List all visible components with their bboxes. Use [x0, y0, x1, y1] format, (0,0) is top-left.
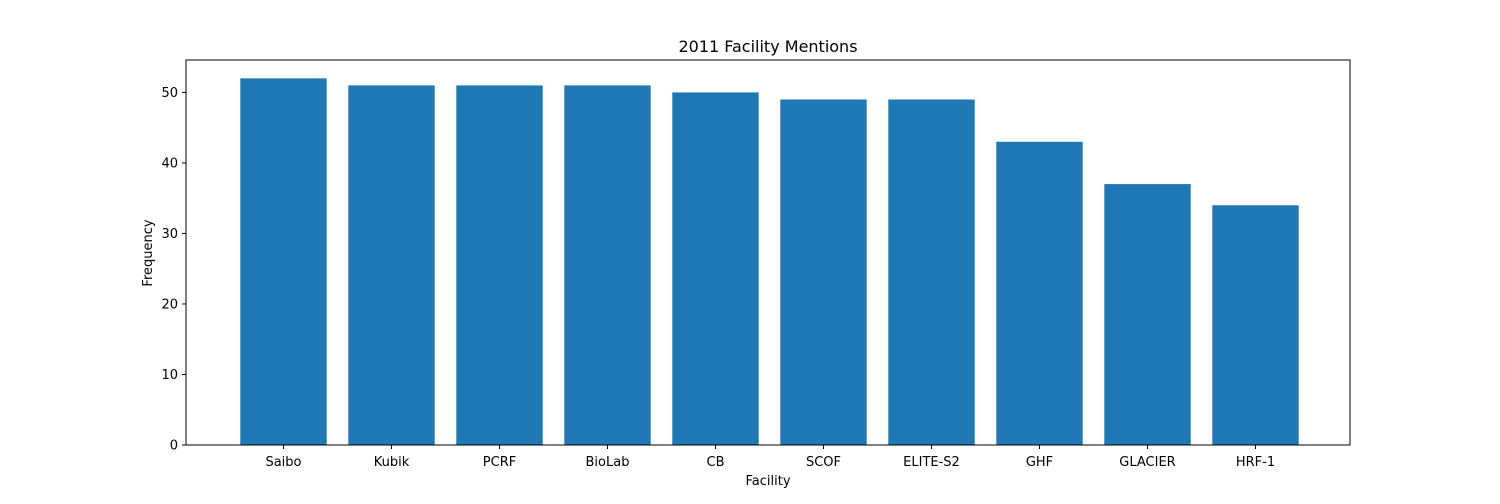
bar-elite-s2 — [888, 99, 975, 446]
y-tick-label: 50 — [161, 86, 178, 101]
chart-title: 2011 Facility Mentions — [678, 37, 857, 56]
y-axis-label: Frequency — [141, 219, 156, 286]
bar-ghf — [996, 141, 1083, 446]
bar-scof — [780, 99, 867, 446]
x-tick-label: PCRF — [483, 455, 516, 470]
y-tick-label: 30 — [161, 227, 178, 242]
plot-frame — [185, 59, 1351, 446]
x-tick-label: SCOF — [806, 455, 841, 470]
bars-group — [240, 78, 1299, 446]
x-axis-label: Facility — [745, 474, 790, 489]
y-tick-label: 40 — [161, 156, 178, 171]
bar-glacier — [1104, 184, 1191, 445]
y-tick-label: 0 — [170, 439, 178, 454]
x-tick-label: Kubik — [374, 455, 410, 470]
x-tick-label: GLACIER — [1119, 455, 1175, 470]
bar-hrf-1 — [1212, 205, 1299, 445]
x-tick-label: ELITE-S2 — [903, 455, 960, 470]
bar-biolab — [564, 85, 651, 445]
bar-pcrf — [456, 85, 543, 445]
x-tick-label: BioLab — [586, 455, 630, 470]
bar-cb — [672, 92, 759, 445]
x-tick-label: Saibo — [265, 455, 301, 470]
y-tick-label: 10 — [161, 368, 178, 383]
x-tick-label: CB — [707, 455, 725, 470]
bar-kubik — [348, 85, 435, 445]
bar-saibo — [240, 78, 327, 445]
x-tick-label: GHF — [1026, 455, 1053, 470]
y-tick-label: 20 — [161, 297, 178, 312]
x-ticks: Saibo Kubik PCRF BioLab CB SCOF ELITE-S2 GHF GLA… — [265, 445, 1275, 470]
x-tick-label: HRF-1 — [1236, 455, 1275, 470]
y-ticks: 0 10 20 30 40 50 — [161, 86, 186, 454]
